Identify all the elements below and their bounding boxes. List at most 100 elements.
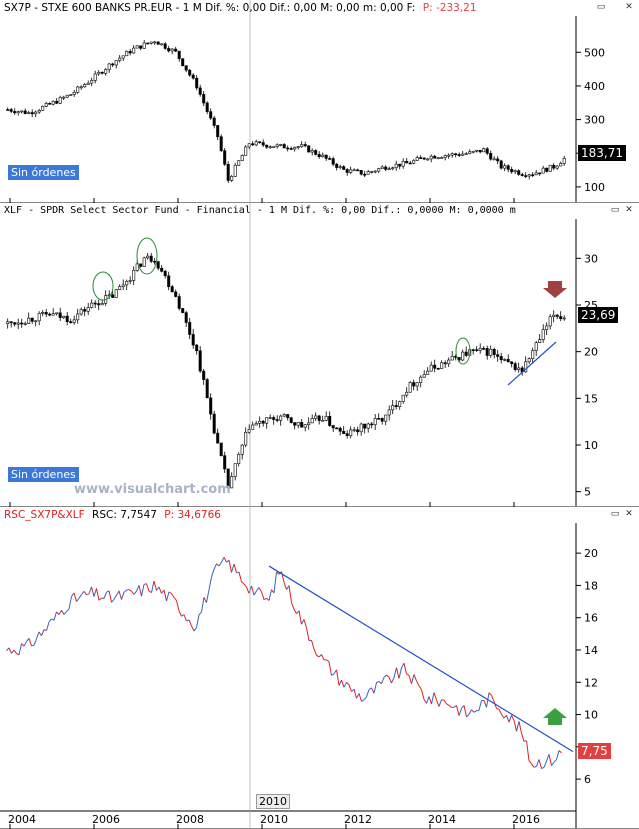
candle <box>478 149 482 153</box>
rsc-segment <box>41 629 45 636</box>
highlight-circle <box>455 337 471 365</box>
rsc-segment <box>358 693 362 702</box>
candle <box>223 150 227 165</box>
rsc-segment <box>121 592 125 600</box>
candle <box>419 157 423 159</box>
candle <box>216 125 220 138</box>
candle <box>111 294 115 298</box>
y-tick-label: 30 <box>584 252 598 265</box>
rsc-segment <box>131 590 135 595</box>
rsc-segment <box>303 619 307 628</box>
rsc-segment <box>11 649 15 654</box>
rsc-segment <box>416 680 420 686</box>
candle <box>492 348 496 355</box>
minimize-icon[interactable]: ▭ <box>610 205 620 215</box>
candle <box>48 103 52 105</box>
rsc-segment <box>546 754 550 762</box>
panel-header: SX7P - STXE 600 BANKS PR.EUR - 1 M Dif. … <box>0 0 639 16</box>
candle <box>429 155 433 160</box>
rsc-segment <box>533 765 537 768</box>
candle <box>534 342 538 351</box>
candle <box>436 157 440 159</box>
candle <box>440 157 444 159</box>
rsc-segment <box>173 597 177 601</box>
close-icon[interactable]: ✕ <box>625 509 633 519</box>
rsc-segment <box>458 708 462 716</box>
candle <box>363 423 367 429</box>
order-status-badge[interactable]: Sin órdenes <box>8 165 79 180</box>
close-icon[interactable]: ✕ <box>625 2 633 12</box>
minimize-icon[interactable]: ▭ <box>610 509 620 519</box>
rsc-segment <box>446 703 450 706</box>
rsc-segment <box>81 590 85 595</box>
rsc-segment <box>306 627 310 641</box>
rsc-segment <box>558 750 562 754</box>
minimize-icon[interactable]: ▭ <box>596 2 606 12</box>
rsc-segment <box>23 641 27 647</box>
p-value: P: 34,6766 <box>164 509 221 521</box>
rsc-segment <box>141 584 145 597</box>
rsc-segment <box>483 700 487 708</box>
rsc-segment <box>26 637 30 642</box>
candle <box>125 280 129 286</box>
candle <box>548 164 552 172</box>
candle <box>23 110 27 114</box>
rsc-segment <box>478 700 482 711</box>
candle <box>552 314 556 317</box>
candle <box>443 155 447 158</box>
rsc-segment <box>326 659 330 662</box>
candle <box>548 316 552 327</box>
rsc-segment <box>461 705 465 709</box>
rsc-segment <box>66 608 70 613</box>
rsc-segment <box>68 596 72 610</box>
candle <box>555 165 559 169</box>
candle <box>373 418 377 425</box>
close-icon[interactable]: ✕ <box>625 205 633 215</box>
candle <box>356 429 360 433</box>
resistance-trendline <box>268 565 574 753</box>
candle <box>135 263 139 271</box>
candle <box>527 174 531 177</box>
candle <box>111 63 115 66</box>
last-price-label: 183,71 <box>578 145 626 161</box>
highlight-circle <box>136 237 158 275</box>
y-tick-label: 400 <box>584 80 605 93</box>
rsc-segment <box>408 675 412 684</box>
rsc-segment <box>316 654 320 658</box>
rsc-segment <box>256 587 260 592</box>
rsc-segment <box>161 589 165 594</box>
rsc-segment <box>301 619 305 625</box>
order-status-badge[interactable]: Sin órdenes <box>8 467 79 482</box>
candle <box>9 109 13 112</box>
x-tick-label: 2012 <box>344 813 372 826</box>
candle <box>468 151 472 154</box>
candle <box>303 144 307 147</box>
panel-header: RSC_SX7P&XLF RSC: 7,7547 P: 34,6766 <box>0 507 639 523</box>
indicator-name: RSC_SX7P&XLF <box>4 509 85 521</box>
candle <box>254 141 258 146</box>
candle <box>440 362 444 369</box>
candle <box>380 166 384 169</box>
candle <box>223 455 227 470</box>
candle <box>69 321 73 323</box>
candle <box>30 317 34 322</box>
candle <box>51 101 55 105</box>
candle <box>93 302 97 305</box>
rsc-segment <box>86 593 90 596</box>
candle <box>293 147 297 150</box>
candle <box>205 102 209 112</box>
candle <box>212 117 216 126</box>
rsc-segment <box>543 761 547 768</box>
candle <box>188 69 192 76</box>
rsc-segment <box>216 563 220 567</box>
candle <box>156 41 160 45</box>
candle <box>279 415 283 421</box>
rsc-segment <box>98 597 102 601</box>
candle <box>146 42 150 45</box>
candle <box>160 43 164 46</box>
candle <box>30 112 34 115</box>
candle <box>464 351 468 356</box>
rsc-segment <box>113 595 117 600</box>
rsc-segment <box>471 709 475 713</box>
rsc-segment <box>421 689 425 700</box>
